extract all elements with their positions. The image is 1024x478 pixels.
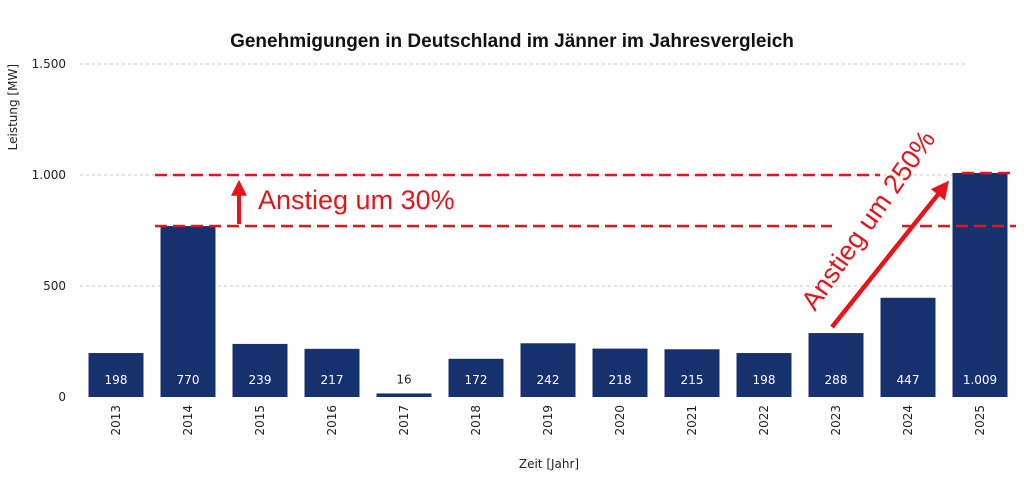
bar <box>592 348 648 397</box>
x-tick-label: 2018 <box>469 405 483 436</box>
x-tick-label: 2019 <box>541 405 555 436</box>
x-axis-label: Zeit [Jahr] <box>519 457 579 471</box>
bar <box>304 348 360 397</box>
bar-value-label: 770 <box>177 373 200 387</box>
y-tick-label: 1.000 <box>32 168 66 182</box>
bar-value-label: 217 <box>321 373 344 387</box>
bar <box>88 353 144 397</box>
bar <box>664 349 720 397</box>
bar-value-label: 198 <box>753 373 776 387</box>
bar-value-label: 288 <box>825 373 848 387</box>
y-tick-label: 1.500 <box>32 57 66 71</box>
y-axis-ticks: 0 500 1.000 1.500 <box>32 57 66 404</box>
arrow-diagonal-icon <box>830 180 950 329</box>
bar-value-label: 1.009 <box>963 373 997 387</box>
y-tick-label: 500 <box>43 279 66 293</box>
x-tick-label: 2022 <box>757 405 771 436</box>
bar-value-label: 198 <box>105 373 128 387</box>
bar <box>520 343 576 397</box>
annotations: Anstieg um 30% Anstieg um 250% <box>155 125 1016 329</box>
x-tick-label: 2015 <box>253 405 267 436</box>
bar-value-label: 447 <box>897 373 920 387</box>
data-labels: 198 770 239 217 16 172 242 218 215 198 288 447 1.009 <box>105 372 998 387</box>
x-tick-label: 2017 <box>397 405 411 436</box>
chart-title: Genehmigungen in Deutschland im Jänner i… <box>230 31 794 52</box>
bar <box>448 358 504 397</box>
x-tick-label: 2014 <box>181 405 195 436</box>
x-tick-label: 2024 <box>901 405 915 436</box>
annotation-increase-30: Anstieg um 30% <box>258 185 455 215</box>
bar-value-label: 215 <box>681 373 704 387</box>
x-tick-label: 2016 <box>325 405 339 436</box>
y-axis-label: Leistung [MW] <box>6 64 20 150</box>
x-tick-label: 2025 <box>973 405 987 436</box>
bar-value-label: 218 <box>609 373 632 387</box>
bar <box>160 226 216 397</box>
bar <box>952 173 1008 397</box>
x-tick-label: 2013 <box>109 405 123 436</box>
bar <box>880 297 936 397</box>
bar-value-label: 242 <box>537 373 560 387</box>
bar-value-label: 172 <box>465 373 488 387</box>
y-tick-label: 0 <box>58 390 66 404</box>
x-tick-label: 2023 <box>829 405 843 436</box>
bar-value-label: 239 <box>249 373 272 387</box>
bar <box>376 393 432 397</box>
x-tick-label: 2021 <box>685 405 699 436</box>
bar-value-label: 16 <box>396 372 411 386</box>
bar <box>232 343 288 397</box>
bar <box>736 353 792 397</box>
bars <box>88 173 1008 397</box>
x-axis-ticks: 2013 2014 2015 2016 2017 2018 2019 2020 2021 2022… <box>109 405 987 436</box>
x-tick-label: 2020 <box>613 405 627 436</box>
bar <box>808 333 864 397</box>
